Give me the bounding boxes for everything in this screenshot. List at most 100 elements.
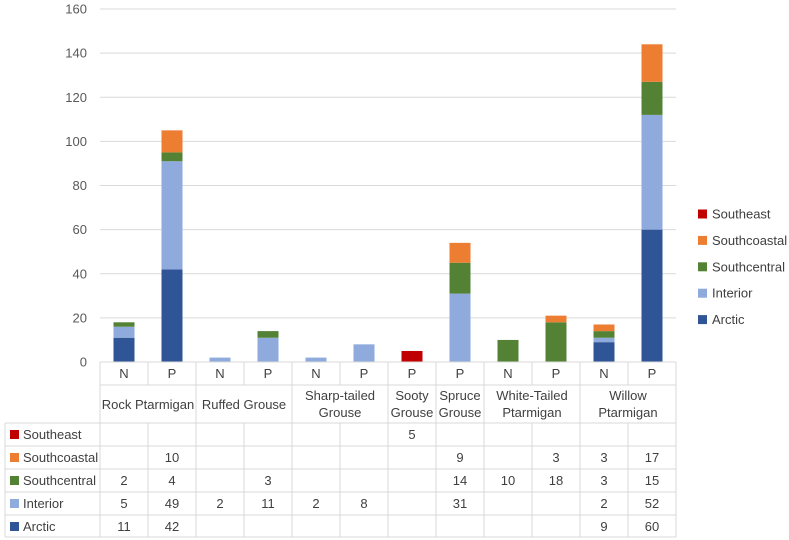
legend-label: Interior [712,286,753,301]
table-value: 11 [261,496,275,511]
table-value: 2 [600,496,607,511]
table-legend-key-southcentral [10,476,19,485]
y-tick-label: 40 [73,266,87,281]
table-series-label: Arctic [23,519,56,534]
group-label: White-Tailed [496,388,568,403]
bar-segment-arctic [593,342,615,362]
bar-segment-southcentral [161,152,183,162]
group-label: Grouse [319,405,362,420]
legend-key-southcoastal [698,235,707,245]
y-tick-label: 80 [73,178,87,193]
bar-segment-southcoastal [545,315,567,323]
bar-segment-interior [449,293,471,362]
bar-label: P [552,366,561,381]
table-value: 5 [120,496,127,511]
table-value: 3 [600,450,607,465]
group-label: Ptarmigan [502,405,561,420]
legend-key-southeast [698,209,707,219]
bar-segment-interior [113,326,135,338]
bar-segment-interior [209,357,231,362]
group-label: Sharp-tailed [305,388,375,403]
bar-segment-southcoastal [449,242,471,263]
bar-segment-interior [161,161,183,270]
table-value: 15 [645,473,659,488]
table-value: 17 [645,450,659,465]
table-legend-key-interior [10,499,19,508]
y-tick-label: 120 [65,90,87,105]
legend-label: Southcentral [712,259,785,274]
table-series-label: Southeast [23,427,82,442]
bar-segment-arctic [113,337,135,362]
table-series-label: Southcentral [23,473,96,488]
table-value: 3 [552,450,559,465]
bar-segment-southcoastal [593,324,615,332]
bar-segment-southcentral [257,331,279,338]
y-tick-label: 140 [65,46,87,61]
legend-key-arctic [698,315,707,325]
bar-segment-southcentral [593,331,615,338]
bar-segment-southeast [401,350,423,362]
table-legend-key-southeast [10,430,19,439]
bar-segment-southcentral [449,262,471,294]
bar-label: N [311,366,320,381]
table-series-label: Interior [23,496,64,511]
table-value: 8 [360,496,367,511]
table-value: 10 [165,450,179,465]
y-tick-label: 100 [65,134,87,149]
group-label: Willow [609,388,647,403]
table-value: 11 [117,519,131,534]
table-value: 10 [501,473,515,488]
group-label: Grouse [391,405,434,420]
legend-key-southcentral [698,262,707,272]
bar-segment-interior [353,344,375,362]
y-tick-label: 0 [80,355,87,370]
bar-segment-southcentral [545,322,567,362]
y-tick-label: 60 [73,222,87,237]
bar-label: P [264,366,273,381]
table-value: 18 [549,473,563,488]
bar-label: P [456,366,465,381]
legend-label: Arctic [712,312,745,327]
bar-label: N [119,366,128,381]
bar-label: N [215,366,224,381]
bar-label: P [360,366,369,381]
bar-segment-interior [641,114,663,230]
group-label: Sooty [395,388,429,403]
table-value: 4 [168,473,175,488]
group-label: Ruffed Grouse [202,397,286,412]
group-label: Spruce [439,388,480,403]
table-value: 3 [264,473,271,488]
table-value: 49 [165,496,179,511]
table-value: 14 [453,473,467,488]
table-value: 2 [312,496,319,511]
y-tick-label: 20 [73,310,87,325]
table-value: 5 [408,427,415,442]
bar-segment-southcentral [641,81,663,115]
group-label: Grouse [439,405,482,420]
bar-segment-arctic [641,229,663,362]
table-value: 31 [453,496,467,511]
bar-label: P [408,366,417,381]
bar-segment-interior [257,337,279,362]
table-value: 9 [600,519,607,534]
group-label: Rock Ptarmigan [102,397,194,412]
table-value: 2 [120,473,127,488]
bar-label: N [599,366,608,381]
bar-segment-southcentral [113,322,135,327]
group-label: Ptarmigan [598,405,657,420]
table-value: 60 [645,519,659,534]
table-value: 42 [165,519,179,534]
table-value: 2 [216,496,223,511]
table-value: 52 [645,496,659,511]
legend-label: Southcoastal [712,233,787,248]
bar-label: N [503,366,512,381]
bar-segment-southcentral [497,339,519,362]
legend-label: Southeast [712,207,771,222]
bar-segment-interior [593,337,615,343]
bar-segment-southcoastal [161,130,183,153]
bar-segment-arctic [161,269,183,362]
legend-key-interior [698,288,707,298]
table-value: 9 [456,450,463,465]
bar-segment-interior [305,357,327,362]
